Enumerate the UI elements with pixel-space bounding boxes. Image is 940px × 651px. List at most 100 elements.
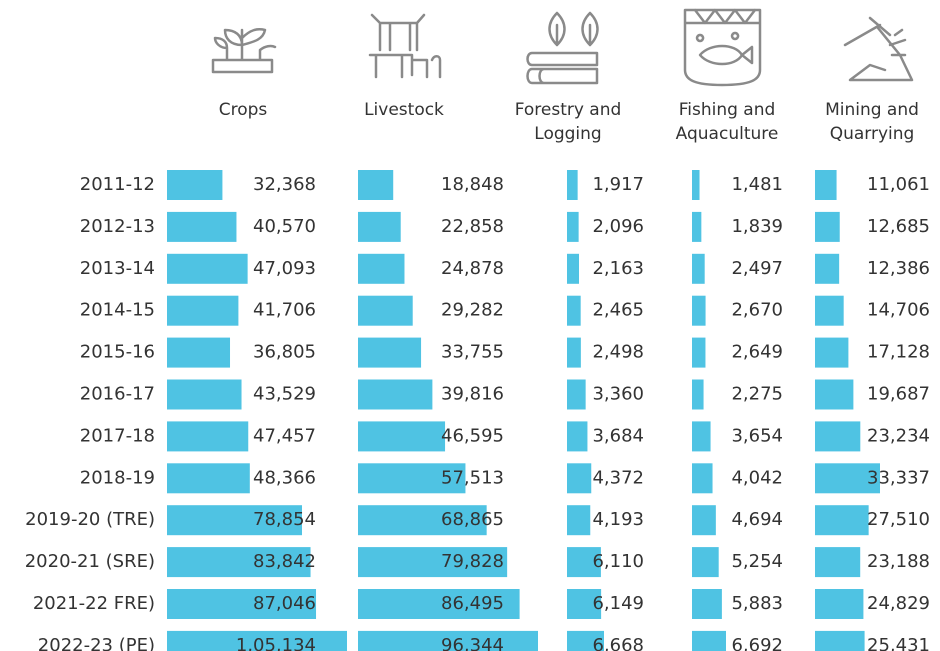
bar	[567, 630, 604, 651]
value-label: 79,828	[441, 551, 504, 572]
row-label: 2013-14	[80, 258, 155, 279]
column-header: Forestry and Logging	[514, 100, 622, 144]
value-label: 6,692	[731, 635, 783, 651]
bar	[167, 253, 248, 284]
value-label: 87,046	[253, 593, 316, 614]
bar	[815, 630, 865, 651]
bar	[167, 337, 231, 368]
value-label: 23,234	[867, 425, 930, 446]
bar	[567, 421, 588, 452]
value-label: 36,805	[253, 342, 316, 363]
value-label: 14,706	[867, 300, 930, 321]
bar	[567, 589, 602, 619]
column-header: Mining and Quarrying	[825, 100, 919, 144]
value-label: 1,05,134	[236, 635, 316, 651]
fishing-icon	[683, 8, 762, 87]
bar	[692, 211, 702, 242]
value-label: 4,042	[731, 467, 783, 488]
bar	[567, 379, 586, 410]
value-label: 47,093	[253, 258, 316, 279]
value-label: 27,510	[867, 509, 930, 530]
row-label: 2016-17	[80, 384, 155, 405]
value-label: 47,457	[253, 425, 316, 446]
value-label: 86,495	[441, 593, 504, 614]
bar	[358, 421, 446, 452]
bar	[692, 463, 713, 494]
value-label: 39,816	[441, 384, 504, 405]
row-label: 2019-20 (TRE)	[25, 509, 155, 530]
bar	[815, 547, 861, 578]
crops-icon	[211, 28, 277, 74]
value-label: 25,431	[867, 635, 930, 651]
bar	[567, 463, 592, 494]
value-label: 3,360	[592, 384, 644, 405]
value-label: 6,668	[592, 635, 644, 651]
value-label: 3,684	[592, 425, 644, 446]
row-label: 2014-15	[80, 300, 155, 321]
value-label: 57,513	[441, 467, 504, 488]
bar	[567, 170, 578, 200]
mining-icon	[843, 16, 914, 82]
value-label: 46,595	[441, 425, 504, 446]
value-label: 2,498	[592, 342, 644, 363]
value-label: 2,465	[592, 300, 644, 321]
value-label: 22,858	[441, 216, 504, 237]
bar	[358, 211, 401, 242]
row-label: 2018-19	[80, 467, 155, 488]
value-label: 68,865	[441, 509, 504, 530]
bar	[167, 421, 249, 452]
bar	[815, 505, 869, 536]
value-label: 3,654	[731, 425, 783, 446]
bar	[167, 211, 237, 242]
bar	[567, 253, 580, 284]
bar	[567, 505, 591, 536]
value-label: 40,570	[253, 216, 316, 237]
bar	[358, 463, 466, 494]
column-header: Livestock	[364, 100, 444, 120]
bar	[167, 589, 317, 619]
bar	[567, 337, 581, 368]
bar	[692, 379, 704, 410]
row-label: 2021-22 FRE)	[33, 593, 155, 614]
bar	[358, 547, 508, 578]
bar	[692, 337, 706, 368]
bar	[167, 295, 239, 326]
value-label: 4,372	[592, 467, 644, 488]
bar	[692, 547, 719, 578]
bar	[815, 253, 840, 284]
value-label: 12,685	[867, 216, 930, 237]
value-label: 41,706	[253, 300, 316, 321]
value-label: 2,096	[592, 216, 644, 237]
bar	[358, 379, 433, 410]
value-label: 29,282	[441, 300, 504, 321]
value-label: 17,128	[867, 342, 930, 363]
bar	[692, 170, 700, 200]
column-header: Crops	[218, 100, 268, 120]
value-label: 5,254	[731, 551, 783, 572]
value-label: 24,829	[867, 593, 930, 614]
bar	[567, 547, 601, 578]
value-label: 1,839	[731, 216, 783, 237]
forestry-icon	[526, 11, 599, 85]
bar	[358, 295, 413, 326]
bar	[358, 253, 405, 284]
bar	[692, 421, 711, 452]
bar	[815, 589, 864, 619]
value-label: 5,883	[731, 593, 783, 614]
livestock-icon	[368, 13, 442, 79]
value-label: 18,848	[441, 174, 504, 195]
value-label: 4,193	[592, 509, 644, 530]
value-label: 6,149	[592, 593, 644, 614]
bar	[358, 337, 422, 368]
bar	[567, 211, 579, 242]
value-label: 1,917	[592, 174, 644, 195]
value-label: 96,344	[441, 635, 504, 651]
bar	[167, 463, 250, 494]
bar	[358, 589, 520, 619]
bar	[358, 170, 394, 200]
bar	[692, 295, 706, 326]
row-label: 2020-21 (SRE)	[25, 551, 155, 572]
value-label: 23,188	[867, 551, 930, 572]
